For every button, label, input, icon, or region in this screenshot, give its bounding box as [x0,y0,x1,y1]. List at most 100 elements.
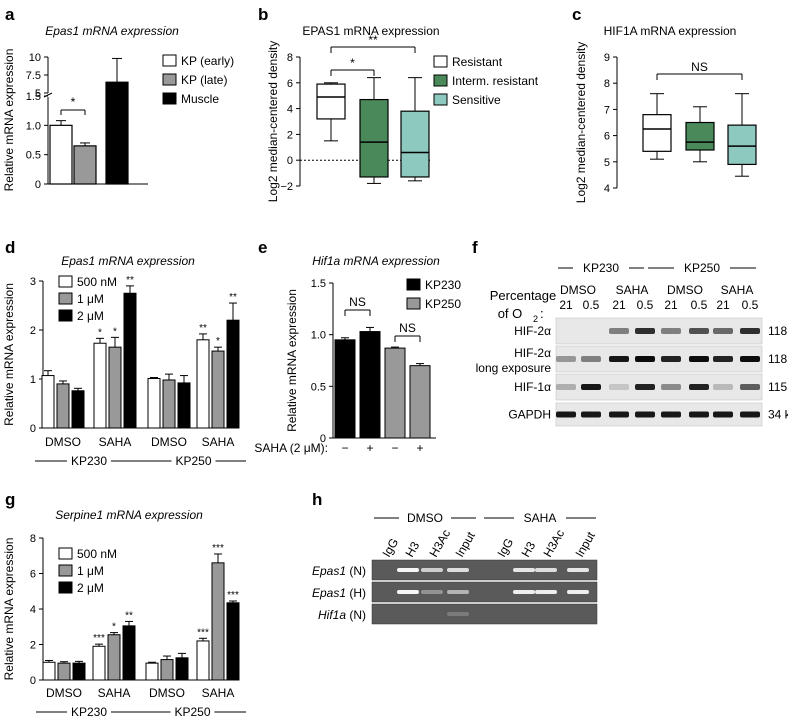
treatment-label: DMSO [667,283,703,297]
box-2 [359,98,389,178]
oxygen-subscript: 2 [533,314,538,324]
lane-label: H3 [518,539,538,560]
y-tick-label: 3 [30,276,36,288]
significance-star: *** [212,543,224,554]
chart-title: Hif1a mRNA expression [312,254,440,268]
molecular-weight-label: 115 kDa [768,380,788,394]
o2-value-label: 0.5 [691,298,708,312]
group-label: DMSO [407,511,443,525]
bar-1 [334,339,356,439]
y-tick-label: 1.5 [311,278,326,290]
chart-panel-d: Epas1 mRNA expression 0 1 2 3 Relative mRNA e… [2,254,246,468]
group-label: KP250 [174,705,210,719]
gel-strip [371,581,598,603]
y-tick-label: 8 [287,52,293,64]
legend-swatch-1 [433,55,448,68]
row-sublabel: long exposure [476,361,552,375]
western-blot-panel-f: KP230 KP250 DMSO SAHA DMSO SAHA Percentage of O… [476,261,788,427]
chart-panel-a: Epas1 mRNA expression 0 0.5 1.0 1.55 7.5 10 Rel… [2,24,234,191]
row-label: Hif1a (N) [318,608,366,622]
oxygen-label: of O [498,306,523,321]
bar-1 μM [211,562,225,681]
protein-band [713,328,733,334]
y-tick-label: 1.0 [311,330,326,342]
gel-strip [371,559,598,581]
legend-swatch-3 [433,93,448,106]
category-label: SAHA [202,686,235,700]
legend-swatch-1 [58,547,73,560]
protein-band [661,411,681,418]
bar-500 nM [41,375,55,429]
bar-2 [359,331,381,439]
y-axis-label: Relative mRNA expression [2,538,16,681]
bar-500 nM [147,378,161,429]
o2-value-label: 0.5 [583,298,600,312]
y-tick-label: 0 [30,423,36,435]
x-tick-label: + [366,441,373,455]
protein-band [713,356,733,362]
bar-500 nM [93,342,107,429]
y-tick-label: 0 [320,433,326,445]
bar-500 nM [196,640,210,681]
gene-name: Epas1 [312,586,346,600]
y-tick-label: 0 [30,675,36,687]
lane-label: H3Ac [426,527,453,559]
protein-band [661,328,681,334]
protein-band [581,411,601,418]
significance-star: ** [125,610,133,621]
protein-band [581,384,601,390]
legend-label: 1 μM [77,564,104,578]
protein-band [661,384,681,390]
legend-swatch-2 [58,564,73,577]
sig-label: NS [399,321,416,335]
lane-label: Input [452,529,478,560]
dna-band [513,568,535,572]
panel-label-c: c [572,5,581,24]
probe-suffix: (N) [346,608,366,622]
box-3 [400,110,430,178]
bar-500 nM [145,662,159,681]
protein-band [713,411,733,418]
sig-label: ** [368,33,378,47]
category-label: SAHA [99,435,132,449]
sig-label: * [71,95,76,109]
panel-label-e: e [258,238,267,257]
protein-band [740,356,760,362]
y-tick-label: 6 [604,131,610,143]
significance-star: ** [229,292,237,303]
bar-1 μM [56,383,70,429]
y-tick-label: 7.5 [26,70,41,82]
legend-label: Sensitive [452,93,501,107]
group-label: KP230 [71,705,107,719]
group-label: KP250 [684,261,720,275]
percentage-label: Percentage [490,288,557,303]
y-tick-label: 1.5 [26,91,41,103]
legend-label: 2 μM [77,309,104,323]
significance-star: *** [197,627,209,638]
y-tick-label: 7 [604,104,610,116]
y-tick-label: 4 [30,604,36,616]
panel-label-a: a [5,5,15,24]
significance-star: *** [227,590,239,601]
treatment-label: SAHA [616,283,649,297]
legend-swatch-3 [58,309,73,322]
legend-swatch-3 [58,581,73,594]
bar-2 μM [72,662,86,681]
chart-title: HIF1A mRNA expression [604,24,737,38]
dna-band [567,590,589,594]
category-label: DMSO [46,686,82,700]
bar-2 μM [226,319,240,429]
legend-swatch-2 [162,73,177,86]
panel-label-g: g [5,490,15,509]
lane-label: Input [572,529,598,560]
legend-label: KP (early) [181,54,234,68]
dna-band [447,568,469,572]
category-label: SAHA [98,686,131,700]
box-1 [642,114,672,152]
dna-band [447,590,469,594]
treatment-label: DMSO [560,283,596,297]
y-tick-label: −2 [280,181,293,193]
box-3 [727,124,757,166]
lane-label: IgG [379,536,401,560]
